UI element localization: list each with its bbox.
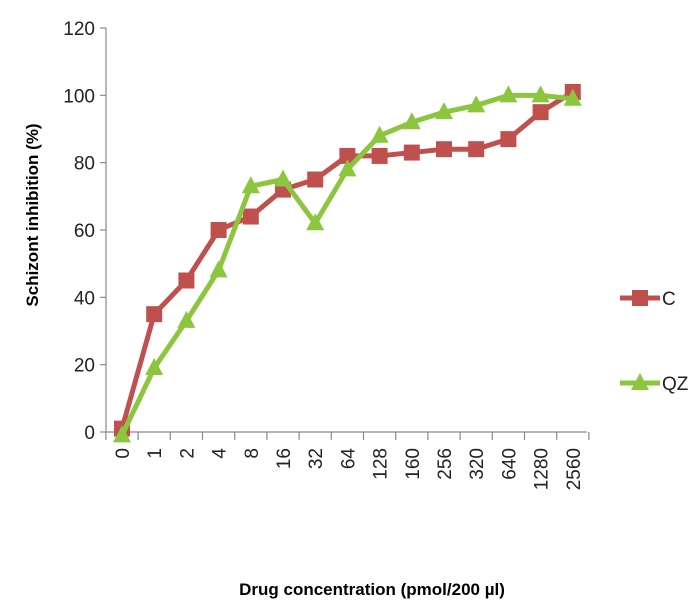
x-tick-label: 0: [113, 448, 134, 459]
x-tick-label: 320: [467, 448, 488, 480]
data-point-c: [403, 144, 420, 161]
y-tick-labels: 0 20 40 60 80 100 120: [63, 19, 95, 444]
x-tick-label: 2560: [564, 448, 585, 490]
data-point-qz: [531, 85, 550, 103]
data-point-c: [371, 147, 388, 164]
legend-label: QZ: [662, 374, 689, 395]
series-qz: [113, 85, 582, 443]
data-point-qz: [145, 358, 164, 376]
data-point-qz: [209, 260, 228, 278]
data-point-qz: [274, 169, 292, 187]
x-tick-label: 1280: [532, 448, 553, 490]
data-point-qz: [499, 85, 518, 103]
data-point-c: [178, 272, 195, 289]
x-tick-label: 4: [210, 448, 231, 459]
data-point-c: [307, 171, 324, 188]
x-tick-label: 32: [306, 448, 327, 469]
data-point-c: [210, 222, 227, 238]
data-point-qz: [241, 176, 260, 194]
x-tick-labels: 0 1 2 4 8 16 32 64 128 160 256 320 640 1280 2560: [113, 448, 585, 491]
x-tick-label: 64: [338, 448, 359, 470]
y-tick-label: 40: [74, 288, 95, 309]
data-point-qz: [113, 425, 131, 443]
axes: [100, 27, 590, 440]
y-tick-label: 120: [63, 19, 95, 40]
legend: C QZ: [620, 289, 689, 395]
data-point-qz: [370, 125, 389, 143]
y-tick-label: 0: [84, 423, 95, 444]
x-tick-label: 2: [177, 448, 198, 459]
legend-item-qz: QZ: [620, 373, 689, 395]
data-point-c: [339, 147, 356, 164]
data-point-qz: [435, 102, 453, 120]
x-axis-title: Drug concentration (pmol/200 µl): [239, 580, 505, 599]
series-c: [114, 83, 581, 437]
data-point-c: [468, 141, 485, 158]
x-tick-label: 16: [274, 448, 295, 469]
x-tick-label: 1: [145, 448, 166, 459]
legend-marker: [632, 290, 648, 306]
data-point-qz: [306, 213, 325, 231]
data-point-c: [436, 141, 452, 158]
legend-marker: [631, 373, 649, 390]
x-tick-label: 8: [242, 448, 263, 459]
data-point-c: [500, 131, 517, 148]
data-point-c: [146, 306, 163, 323]
data-point-qz: [338, 159, 357, 177]
data-point-c: [242, 208, 259, 225]
data-point-c: [532, 104, 549, 121]
legend-item-c: C: [620, 289, 676, 310]
x-tick-label: 256: [435, 448, 456, 480]
y-tick-label: 60: [74, 221, 95, 242]
data-point-qz: [467, 95, 486, 113]
data-point-qz: [177, 310, 196, 328]
x-tick-label: 640: [499, 448, 520, 480]
legend-label: C: [662, 289, 676, 310]
y-tick-label: 20: [74, 356, 95, 377]
data-point-qz: [402, 112, 421, 130]
y-tick-label: 100: [63, 86, 95, 107]
data-point-qz: [563, 88, 582, 106]
y-axis-title: Schizont inhibition (%): [23, 123, 42, 306]
x-tick-label: 128: [371, 448, 392, 480]
series-layer: [113, 83, 582, 443]
x-tick-label: 160: [403, 448, 424, 480]
y-tick-label: 80: [74, 154, 95, 175]
